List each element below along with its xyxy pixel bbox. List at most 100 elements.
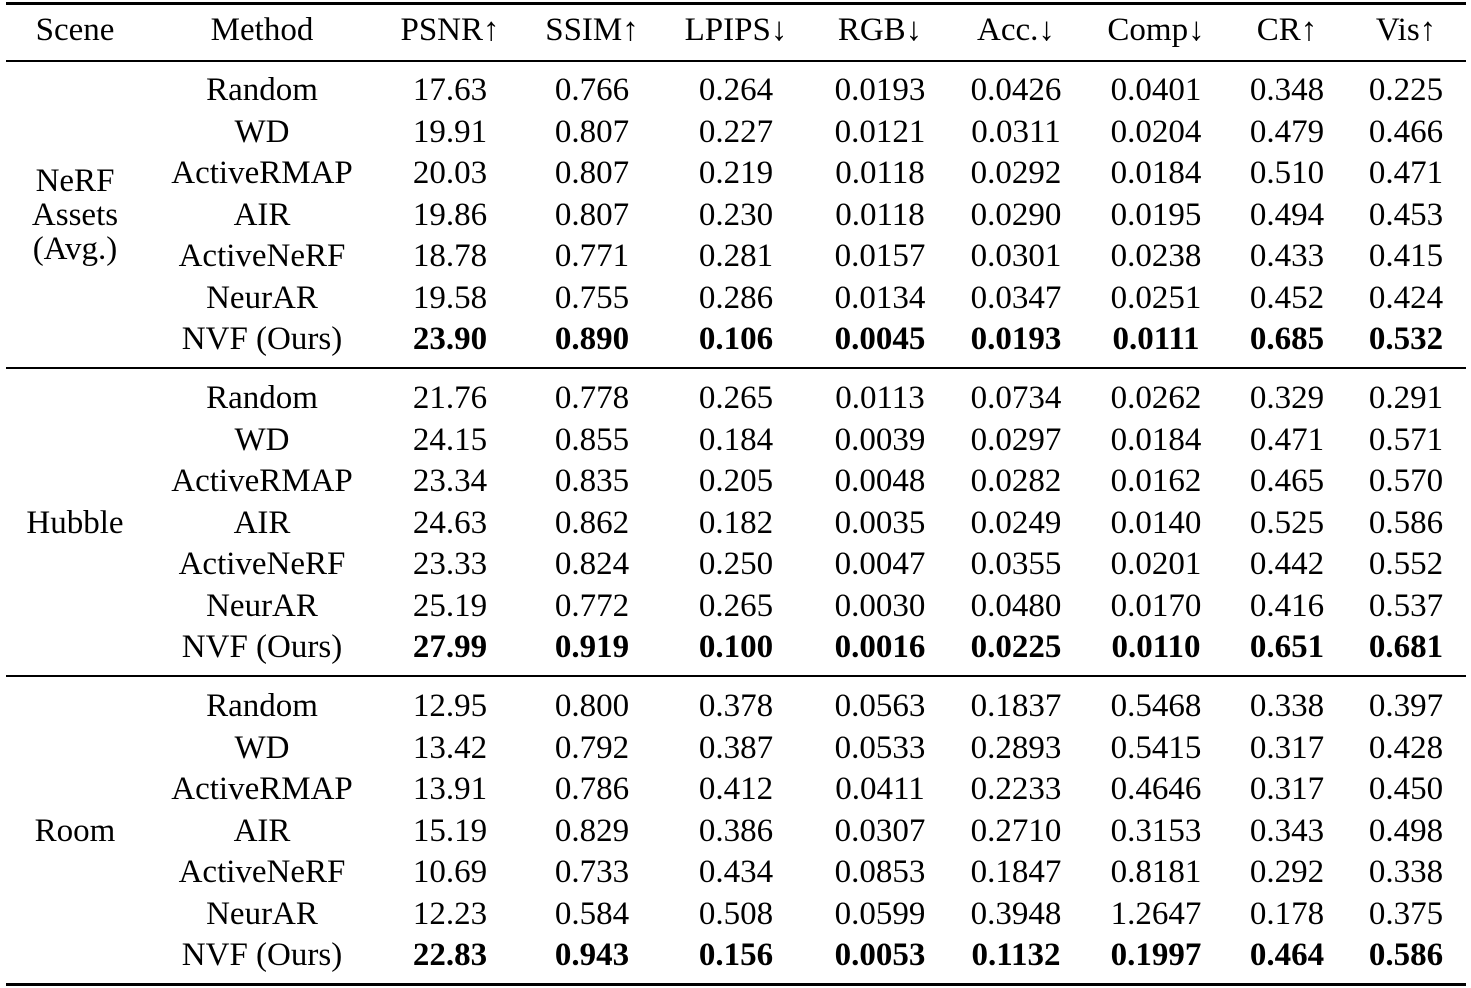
value-cell: 0.0184 xyxy=(1110,155,1202,191)
value-cell: 0.0048 xyxy=(834,463,926,499)
value-cell: 0.265 xyxy=(698,380,774,416)
value-cell: 0.0204 xyxy=(1110,113,1202,150)
value-cell: 0.0140 xyxy=(1110,504,1202,541)
value-cell: 0.338 xyxy=(1368,854,1444,890)
value-cell: 0.0184 xyxy=(1110,421,1202,458)
value-cell: 0.586 xyxy=(1368,504,1444,541)
value-cell: 0.2710 xyxy=(970,812,1062,849)
value-cell: 0.0035 xyxy=(834,504,926,541)
value-cell: 25.19 xyxy=(412,587,488,624)
value-cell: 0.0563 xyxy=(834,688,926,724)
value-cell: 0.106 xyxy=(698,321,774,357)
value-cell: 0.494 xyxy=(1249,196,1325,233)
value-cell: 0.586 xyxy=(1368,937,1444,973)
method-cell: NVF (Ours) xyxy=(181,937,343,973)
value-cell: 0.1132 xyxy=(971,937,1061,973)
value-cell: 0.0110 xyxy=(1111,629,1201,665)
value-cell: 0.5468 xyxy=(1110,688,1202,724)
value-cell: 0.250 xyxy=(698,546,774,582)
method-cell: ActiveRMAP xyxy=(171,771,353,807)
value-cell: 0.0297 xyxy=(970,421,1062,458)
method-cell: NeurAR xyxy=(206,279,318,316)
value-cell: 0.584 xyxy=(554,895,630,932)
value-cell: 0.835 xyxy=(554,463,630,499)
value-cell: 0.0262 xyxy=(1110,380,1202,416)
method-cell: NeurAR xyxy=(206,587,318,624)
value-cell: 0.225 xyxy=(1368,72,1444,108)
value-cell: 0.453 xyxy=(1368,196,1444,233)
value-cell: 0.1847 xyxy=(970,854,1062,890)
method-cell: WD xyxy=(234,421,290,458)
value-cell: 0.0201 xyxy=(1110,546,1202,582)
value-cell: 19.91 xyxy=(412,113,488,150)
value-cell: 0.829 xyxy=(554,812,630,849)
scene-label: NeRF xyxy=(35,163,115,200)
value-cell: 0.1837 xyxy=(970,688,1062,724)
value-cell: 0.498 xyxy=(1368,812,1444,849)
value-cell: 0.329 xyxy=(1249,380,1325,416)
value-cell: 0.0047 xyxy=(834,546,926,582)
value-cell: 0.434 xyxy=(698,854,774,890)
value-cell: 0.0734 xyxy=(970,380,1062,416)
method-cell: AIR xyxy=(233,196,291,233)
value-cell: 0.0016 xyxy=(834,629,926,665)
value-cell: 0.0162 xyxy=(1110,463,1202,499)
value-cell: 0.291 xyxy=(1368,380,1444,416)
value-cell: 0.771 xyxy=(554,238,630,274)
value-cell: 0.378 xyxy=(698,688,774,724)
value-cell: 0.412 xyxy=(698,771,774,807)
value-cell: 0.0045 xyxy=(834,321,926,357)
value-cell: 0.0411 xyxy=(835,771,925,807)
value-cell: 0.471 xyxy=(1368,155,1444,191)
value-cell: 0.0599 xyxy=(834,895,926,932)
value-cell: 0.397 xyxy=(1368,688,1444,724)
value-cell: 10.69 xyxy=(412,854,488,890)
value-cell: 0.0401 xyxy=(1110,72,1202,108)
value-cell: 0.525 xyxy=(1249,504,1325,541)
scene-label: Hubble xyxy=(26,505,124,542)
value-cell: 19.86 xyxy=(412,196,488,233)
value-cell: 0.348 xyxy=(1249,72,1325,108)
value-cell: 0.570 xyxy=(1368,463,1444,499)
value-cell: 0.0311 xyxy=(971,113,1061,150)
header-cell: Method xyxy=(210,12,314,48)
value-cell: 22.83 xyxy=(412,937,488,973)
header-cell: RGB↓ xyxy=(837,12,923,48)
header-cell: CR↑ xyxy=(1256,12,1318,48)
value-cell: 0.0251 xyxy=(1110,279,1202,316)
value-cell: 0.178 xyxy=(1249,895,1325,932)
scene-label: (Avg.) xyxy=(32,231,118,268)
value-cell: 0.428 xyxy=(1368,729,1444,766)
value-cell: 0.0355 xyxy=(970,546,1062,582)
value-cell: 20.03 xyxy=(412,155,488,191)
value-cell: 0.0853 xyxy=(834,854,926,890)
value-cell: 0.766 xyxy=(554,72,630,108)
value-cell: 21.76 xyxy=(412,380,488,416)
method-cell: NeurAR xyxy=(206,895,318,932)
header-cell: SSIM↑ xyxy=(545,12,639,48)
value-cell: 0.0170 xyxy=(1110,587,1202,624)
method-cell: ActiveNeRF xyxy=(178,546,346,582)
value-cell: 0.0225 xyxy=(970,629,1062,665)
value-cell: 24.15 xyxy=(412,421,488,458)
value-cell: 0.772 xyxy=(554,587,630,624)
value-cell: 0.0039 xyxy=(834,421,926,458)
value-cell: 0.265 xyxy=(698,587,774,624)
method-cell: NVF (Ours) xyxy=(181,629,343,665)
value-cell: 0.0193 xyxy=(834,72,926,108)
value-cell: 0.855 xyxy=(554,421,630,458)
value-cell: 0.0134 xyxy=(834,279,926,316)
value-cell: 0.0118 xyxy=(835,155,925,191)
value-cell: 23.34 xyxy=(412,463,488,499)
value-cell: 0.227 xyxy=(698,113,774,150)
value-cell: 0.800 xyxy=(554,688,630,724)
method-cell: AIR xyxy=(233,504,291,541)
value-cell: 0.0290 xyxy=(970,196,1062,233)
method-cell: AIR xyxy=(233,812,291,849)
value-cell: 17.63 xyxy=(412,72,488,108)
value-cell: 0.943 xyxy=(554,937,630,973)
method-cell: Random xyxy=(206,688,318,724)
header-cell: LPIPS↓ xyxy=(684,12,788,48)
value-cell: 0.292 xyxy=(1249,854,1325,890)
value-cell: 0.532 xyxy=(1368,321,1444,357)
